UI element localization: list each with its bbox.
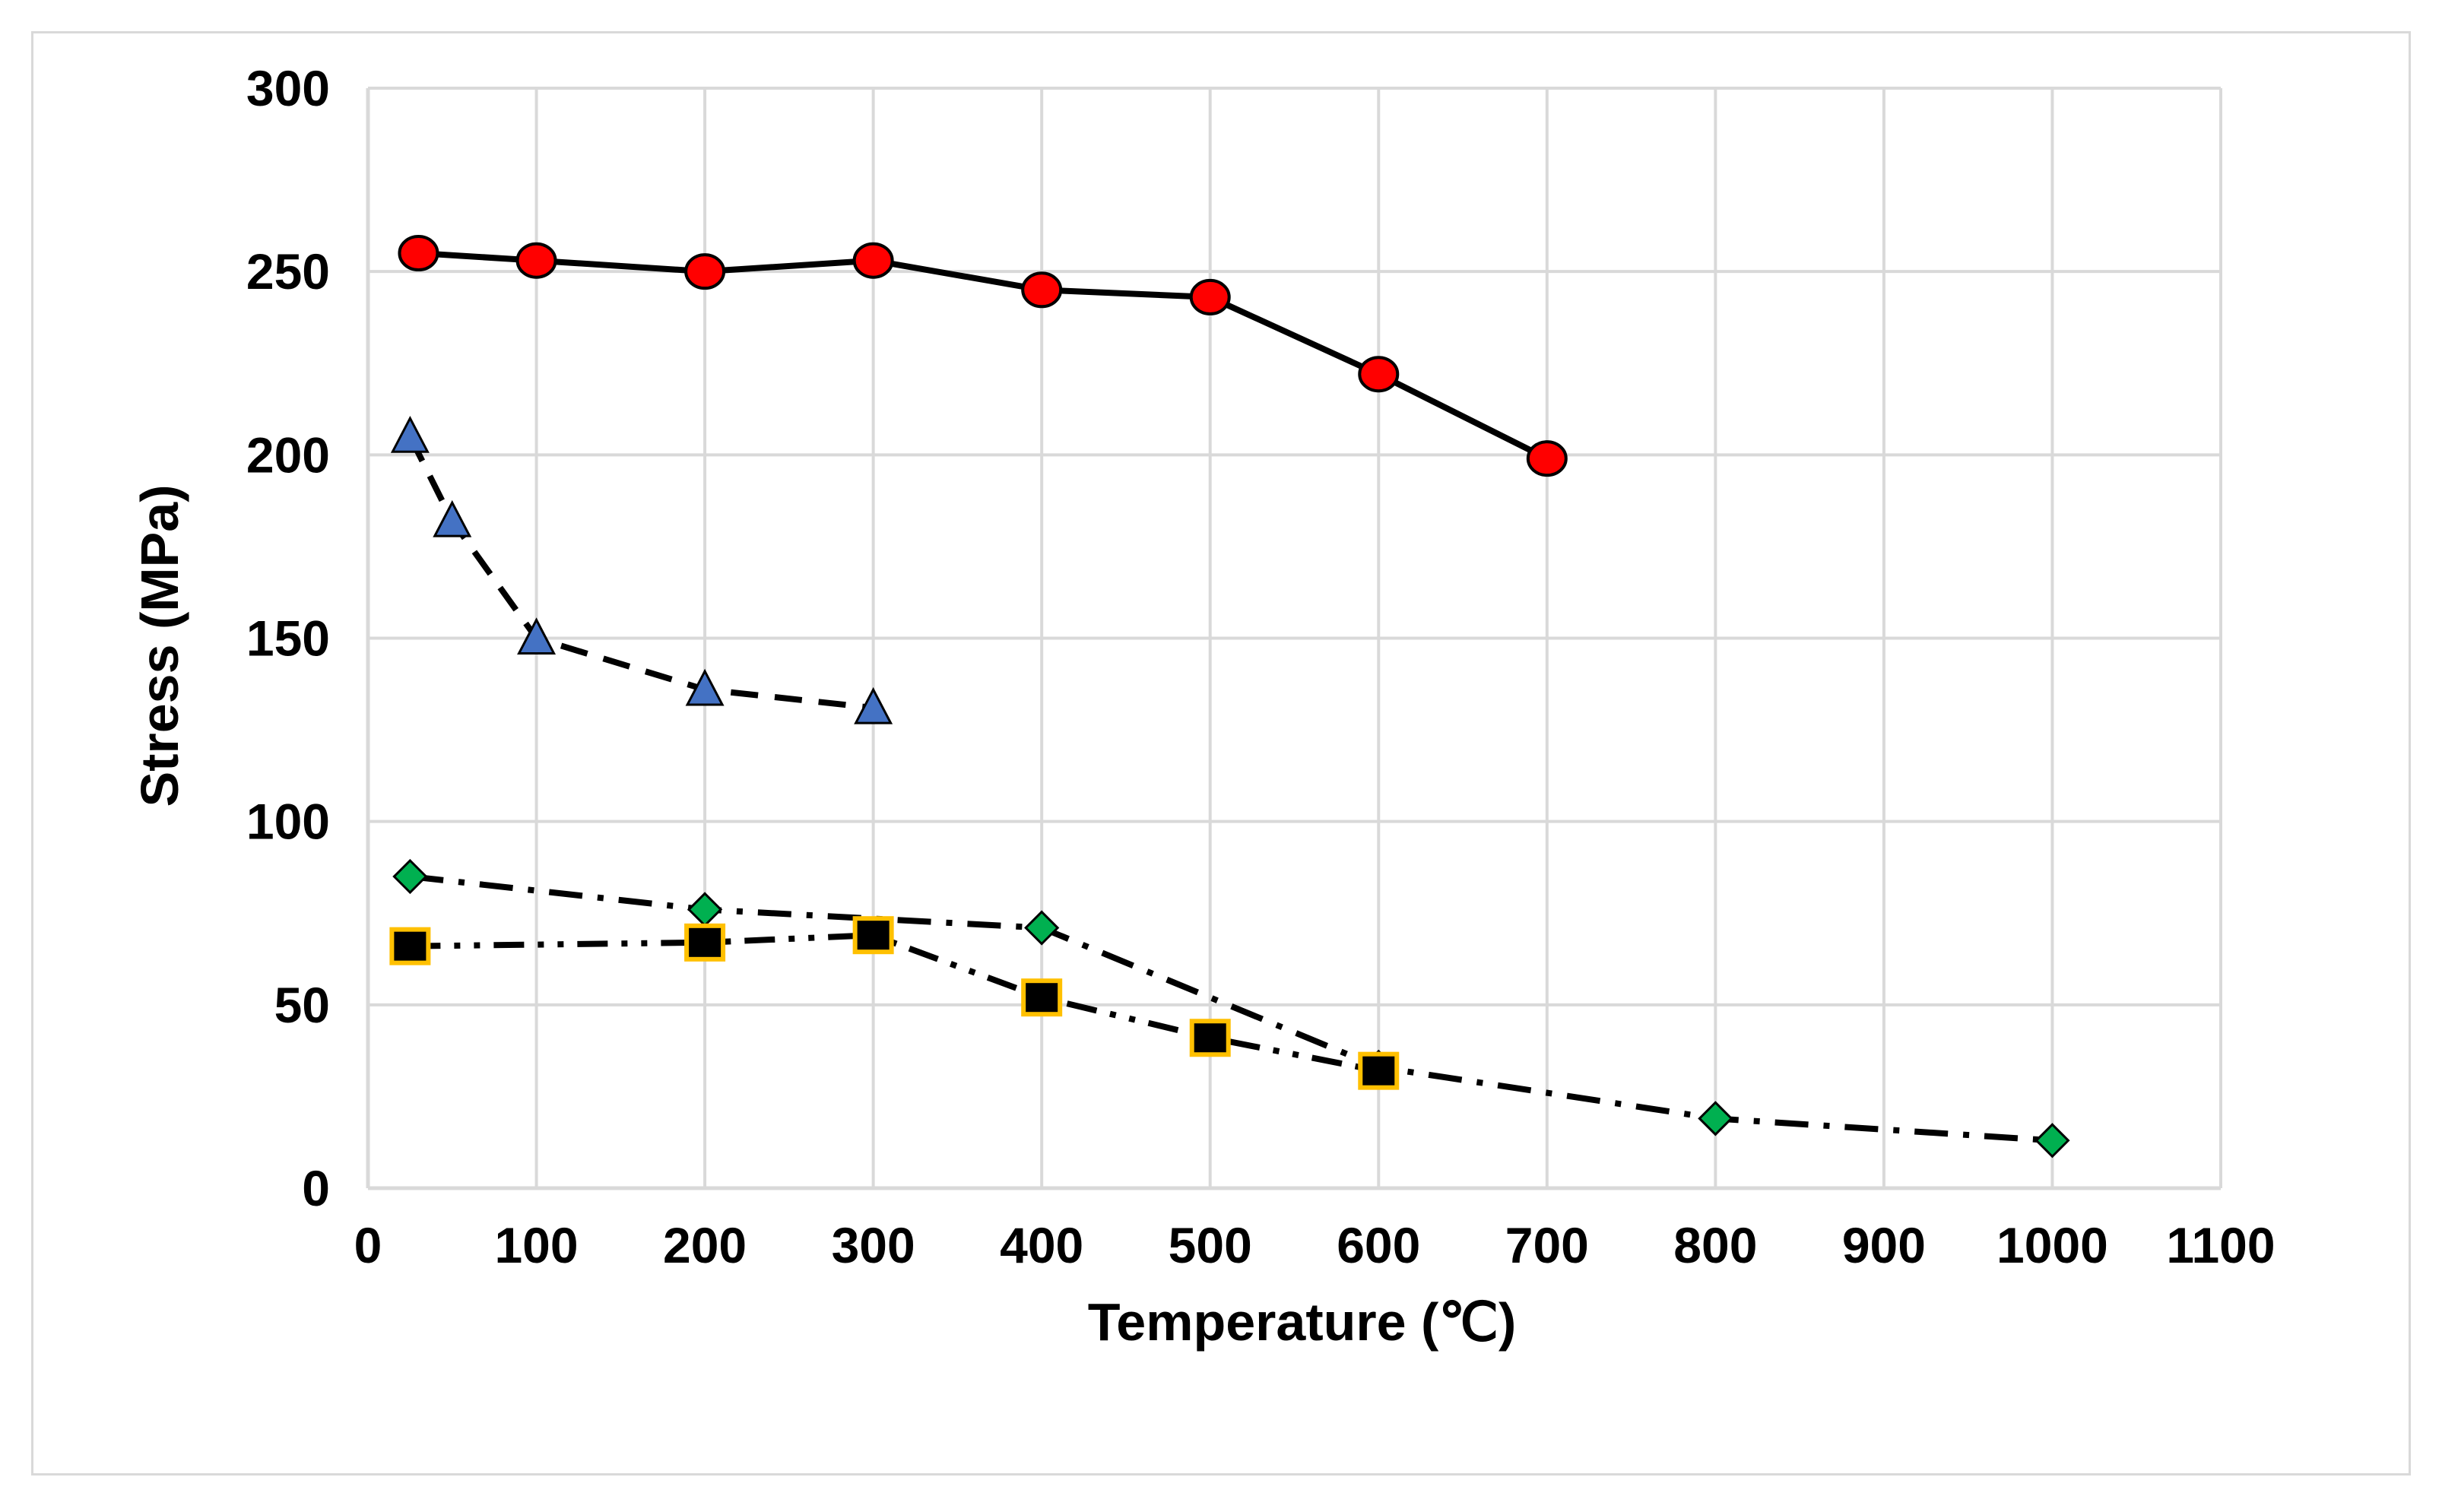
point-black-squares-25 <box>389 927 431 965</box>
point-black-squares-500 <box>1189 1019 1231 1057</box>
point-green-diamonds-200 <box>687 892 723 927</box>
series-line-green-diamonds <box>409 873 2053 1144</box>
point-red-circles-300 <box>852 242 894 279</box>
x-tick-label-900: 900 <box>1842 1217 1926 1273</box>
point-black-squares-600 <box>1358 1051 1400 1090</box>
y-axis-title: Stress (MPa) <box>130 484 189 807</box>
y-tick-label-100: 100 <box>246 794 330 850</box>
point-green-diamonds-800 <box>1698 1101 1733 1136</box>
point-blue-triangles-50 <box>433 499 472 537</box>
point-blue-triangles-300 <box>854 686 893 724</box>
x-tick-label-700: 700 <box>1505 1217 1589 1273</box>
x-axis-title: Temperature (℃) <box>1088 1292 1517 1352</box>
point-blue-triangles-100 <box>517 617 557 655</box>
x-tick-label-1000: 1000 <box>1996 1217 2108 1273</box>
point-black-squares-400 <box>1021 978 1063 1017</box>
point-red-circles-400 <box>1021 271 1063 309</box>
y-tick-label-0: 0 <box>302 1160 330 1216</box>
series-line-black-squares <box>410 932 1380 1074</box>
grid <box>368 87 2222 1188</box>
series-black-squares <box>389 916 1400 1090</box>
series-line-blue-triangles <box>407 435 874 712</box>
point-red-circles-100 <box>515 242 557 279</box>
series-line-red-circles <box>418 250 1549 461</box>
point-black-squares-200 <box>684 923 726 962</box>
y-tick-label-50: 50 <box>274 977 330 1033</box>
point-black-squares-300 <box>852 916 894 955</box>
chart-frame: 0 100 200 300 400 500 600 700 800 900 1000 1100 0 50 1… <box>31 31 2411 1476</box>
line-chart: 0 100 200 300 400 500 600 700 800 900 1000 1100 0 50 1… <box>130 60 2276 1352</box>
point-red-circles-30 <box>398 235 439 272</box>
series-green-diamonds <box>392 858 2070 1159</box>
point-red-circles-700 <box>1526 440 1568 477</box>
x-tick-label-500: 500 <box>1169 1217 1252 1273</box>
series <box>389 235 2070 1159</box>
y-tick-label-250: 250 <box>246 243 330 300</box>
y-tick-label-200: 200 <box>246 426 330 483</box>
point-blue-triangles-200 <box>685 668 725 706</box>
y-tick-label-300: 300 <box>246 60 330 116</box>
x-tick-label-400: 400 <box>1000 1217 1083 1273</box>
point-red-circles-200 <box>684 253 726 290</box>
tick-labels: 0 100 200 300 400 500 600 700 800 900 1000 1100 0 50 1… <box>246 60 2276 1273</box>
x-tick-label-200: 200 <box>663 1217 747 1273</box>
point-green-diamonds-400 <box>1024 910 1060 946</box>
x-tick-label-300: 300 <box>832 1217 915 1273</box>
series-red-circles <box>398 235 1568 477</box>
series-blue-triangles <box>390 415 893 724</box>
point-red-circles-500 <box>1189 278 1231 315</box>
x-tick-label-1100: 1100 <box>2166 1217 2275 1273</box>
x-tick-label-600: 600 <box>1337 1217 1420 1273</box>
x-tick-label-800: 800 <box>1673 1217 1757 1273</box>
x-tick-label-100: 100 <box>494 1217 578 1273</box>
point-green-diamonds-25 <box>392 858 428 895</box>
axes <box>366 88 2221 1190</box>
point-blue-triangles-25 <box>390 415 430 453</box>
point-green-diamonds-1000 <box>2034 1123 2070 1159</box>
y-tick-label-150: 150 <box>246 610 330 667</box>
point-red-circles-600 <box>1358 356 1400 393</box>
x-tick-label-0: 0 <box>354 1217 382 1273</box>
